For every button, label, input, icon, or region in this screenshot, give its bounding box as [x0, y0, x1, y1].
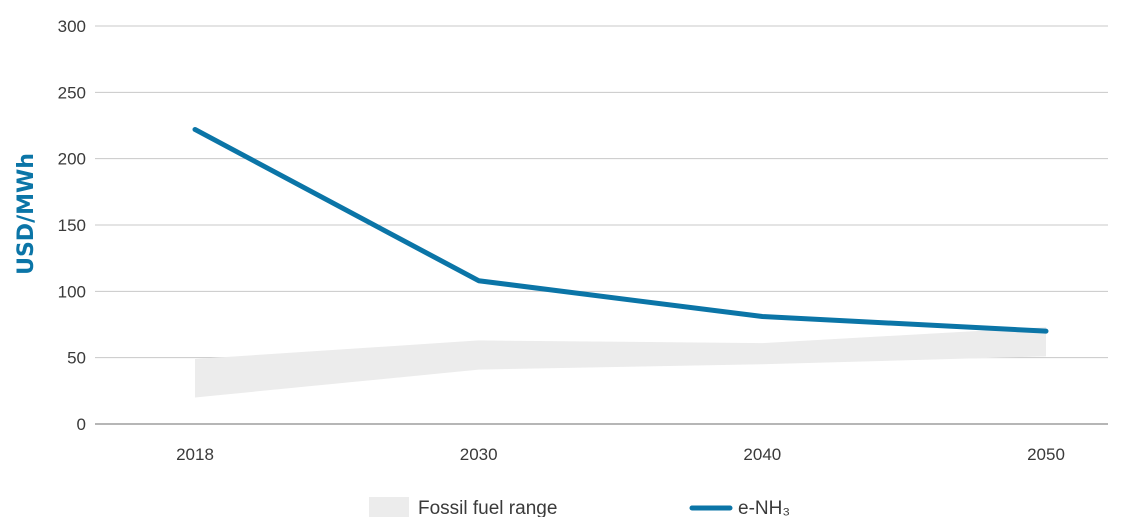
x-tick-label: 2050: [1027, 445, 1065, 464]
y-tick-label: 250: [58, 83, 86, 102]
y-tick-label: 300: [58, 17, 86, 36]
x-tick-label: 2018: [176, 445, 214, 464]
y-tick-label: 200: [58, 150, 86, 169]
x-tick-label: 2030: [460, 445, 498, 464]
fossil-fuel-range-band-layer: [195, 327, 1046, 398]
fossil-fuel-range-band: [195, 327, 1046, 398]
x-tick-label: 2040: [743, 445, 781, 464]
y-axis-label: USD/MWh: [14, 153, 39, 275]
x-tick-labels: 2018 2030 2040 2050: [176, 445, 1065, 464]
y-tick-label: 0: [77, 415, 86, 434]
y-tick-labels: 0 50 100 150 200 250 300: [58, 17, 86, 434]
y-tick-label: 100: [58, 282, 86, 301]
y-tick-label: 150: [58, 216, 86, 235]
legend-label-e-nh3: e-NH₃: [738, 498, 790, 517]
series-line-e-nh3: [192, 126, 1049, 334]
y-tick-label: 50: [67, 349, 86, 368]
series-layer: [192, 126, 1049, 334]
legend: Fossil fuel range e-NH₃: [369, 497, 790, 517]
legend-swatch-fossil-fuel-range: [369, 497, 409, 517]
legend-label-fossil-fuel-range: Fossil fuel range: [418, 498, 557, 517]
